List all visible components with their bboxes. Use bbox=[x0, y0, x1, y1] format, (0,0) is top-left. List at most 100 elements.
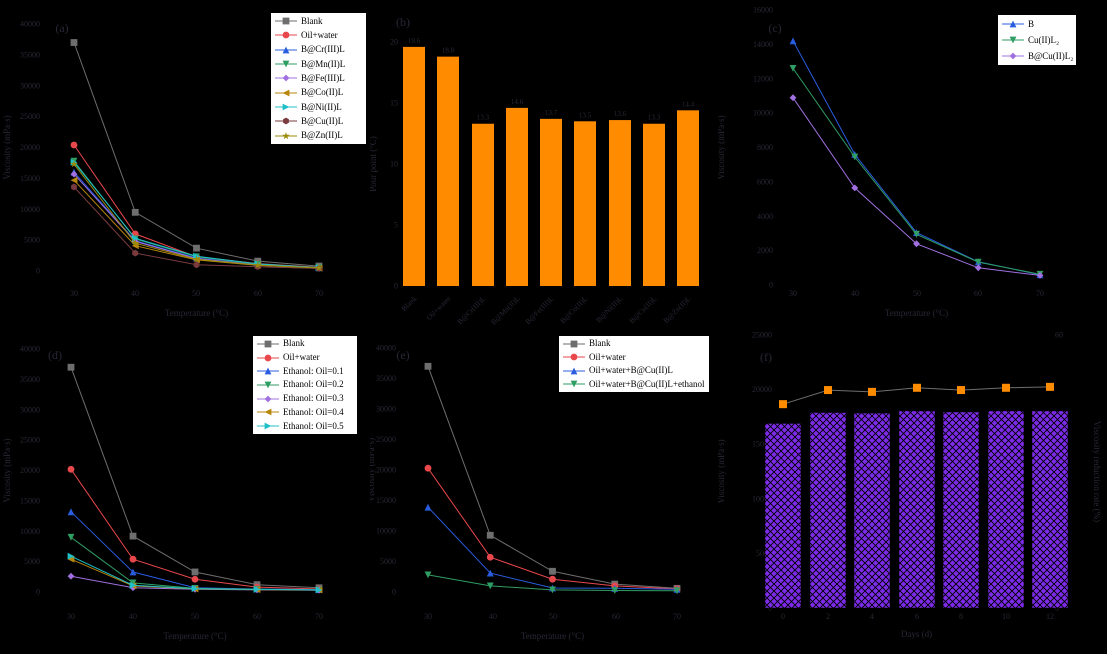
panel-letter: (b) bbox=[396, 15, 410, 29]
data-point bbox=[70, 39, 78, 46]
data-point bbox=[129, 581, 137, 589]
category-label: B@Co(II)L bbox=[558, 294, 590, 326]
y-tick-label: 20000 bbox=[20, 143, 40, 152]
data-point bbox=[549, 575, 556, 583]
legend-item: B@Zn(II)L bbox=[274, 131, 363, 141]
data-point bbox=[70, 170, 78, 178]
data-point bbox=[129, 579, 137, 587]
data-point bbox=[789, 94, 797, 102]
data-point bbox=[789, 37, 797, 45]
chart-a: 0 5000 10000 15000 20000 25000 30000 35000 40000… bbox=[2, 20, 323, 319]
diamond-marker-icon bbox=[1009, 52, 1017, 60]
y-tick-label: 20000 bbox=[752, 385, 772, 394]
bar bbox=[643, 123, 665, 287]
x-axis-label: Temperature (°C) bbox=[165, 308, 228, 318]
data-point bbox=[913, 240, 920, 248]
y-axis-label: Viscosity (mPa·s) bbox=[370, 438, 376, 502]
hexagon-marker-icon bbox=[283, 118, 289, 125]
diamond-marker-icon bbox=[282, 75, 290, 82]
data-point bbox=[191, 575, 199, 583]
panel-letter: (d) bbox=[48, 348, 62, 362]
legend-label: B@Zn(II)L bbox=[301, 130, 343, 141]
y-axis-label: Viscosity (mPa·s) bbox=[718, 439, 726, 503]
legend-label: B@Fe(III)L bbox=[301, 72, 345, 83]
panel-letter: (f) bbox=[760, 350, 772, 364]
panel-b: 0 5 10 15 20 Pour point (°C) (b) 19.6 Blank 18.8 O… bbox=[370, 0, 718, 352]
y-tick-label: 0 bbox=[769, 281, 773, 290]
panel-f: 05000100001500020000250000204060Viscosit… bbox=[718, 325, 1107, 654]
category-label: B@Cr(III)L bbox=[455, 294, 487, 326]
data-point bbox=[486, 553, 494, 561]
square-marker-icon bbox=[264, 340, 272, 348]
panel-letter: (e) bbox=[396, 348, 409, 362]
category-label: Oil+water bbox=[425, 294, 453, 322]
x-tick-label: 50 bbox=[913, 289, 921, 298]
y-tick-label: 15000 bbox=[752, 440, 772, 449]
series-line bbox=[792, 40, 1041, 276]
data-point bbox=[67, 572, 75, 580]
circle-marker-icon bbox=[570, 353, 578, 361]
bar bbox=[574, 121, 596, 286]
legend-label: Oil+water bbox=[301, 29, 338, 40]
data-point bbox=[913, 383, 921, 392]
y-tick-label: 35000 bbox=[20, 375, 40, 384]
legend-item: B@Cu(II)L₂ bbox=[1001, 51, 1073, 61]
data-point bbox=[71, 183, 77, 191]
data-point bbox=[191, 585, 199, 593]
x-tick-label: 70 bbox=[315, 289, 323, 298]
series-line bbox=[427, 366, 678, 589]
x-tick-label: 70 bbox=[315, 612, 323, 621]
y-tick-label: 5000 bbox=[24, 236, 40, 245]
legend-label: Cu(II)L₂ bbox=[1028, 34, 1060, 45]
y-tick-label: 25000 bbox=[20, 112, 40, 121]
category-label: B@Ni(II)L bbox=[594, 294, 625, 325]
data-point bbox=[611, 587, 619, 594]
data-point bbox=[424, 503, 432, 511]
x-tick-label: 70 bbox=[673, 612, 681, 621]
data-point bbox=[1046, 382, 1054, 391]
y-tick-label: 40000 bbox=[20, 20, 40, 29]
data-point bbox=[957, 386, 965, 395]
data-point bbox=[486, 569, 494, 577]
x-tick-label: 70 bbox=[1036, 289, 1044, 298]
x-tick-label: 40 bbox=[851, 289, 859, 298]
y2-axis-label: Viscosity reduction rate (%) bbox=[1092, 421, 1102, 522]
x-tick-label: 6 bbox=[915, 612, 919, 621]
legend-e: Blank Oil+water Oil+water+B@Cu(II)L Oil+wat… bbox=[558, 335, 710, 393]
data-point bbox=[70, 176, 78, 184]
bar-value-label: 13.3 bbox=[477, 114, 490, 122]
legend-label: Blank bbox=[283, 338, 305, 349]
data-point bbox=[486, 531, 494, 539]
diamond-marker-icon bbox=[264, 395, 272, 403]
data-point bbox=[193, 261, 200, 269]
y-tick-label: 4000 bbox=[757, 212, 773, 221]
y-tick-label: 5 bbox=[394, 221, 398, 230]
data-point bbox=[424, 571, 432, 579]
panel-letter: (c) bbox=[768, 21, 781, 35]
y-tick-label: 20 bbox=[390, 38, 398, 47]
legend-label: Ethanol: Oil=0.1 bbox=[283, 365, 344, 376]
category-label: B@Mn(II)L bbox=[489, 294, 522, 327]
x-tick-label: 30 bbox=[789, 289, 797, 298]
data-point bbox=[549, 567, 556, 575]
bar-value-label: 14.6 bbox=[511, 98, 524, 106]
data-point bbox=[129, 532, 137, 540]
legend-item: Blank bbox=[256, 339, 354, 349]
y-tick-label: 15000 bbox=[20, 174, 40, 183]
legend-item: Ethanol: Oil=0.3 bbox=[256, 394, 354, 404]
legend-label: Oil+water+B@Cu(II)L bbox=[589, 365, 673, 376]
data-point bbox=[851, 153, 859, 161]
data-point bbox=[131, 239, 139, 247]
triangle-down-marker-icon bbox=[282, 60, 290, 68]
y-tick-label: 8000 bbox=[757, 143, 773, 152]
category-label: B@Fe(III)L bbox=[523, 294, 555, 326]
legend-label: Oil+water bbox=[283, 352, 320, 363]
circle-marker-icon bbox=[282, 32, 290, 39]
panel-a: 0 5000 10000 15000 20000 25000 30000 35000 40000… bbox=[0, 0, 370, 325]
legend-label: Oil+water bbox=[589, 351, 626, 362]
bar-value-label: 13.5 bbox=[579, 111, 592, 119]
x-tick-label: 30 bbox=[70, 289, 78, 298]
legend-label: Ethanol: Oil=0.2 bbox=[283, 379, 344, 390]
series-line bbox=[73, 163, 320, 269]
